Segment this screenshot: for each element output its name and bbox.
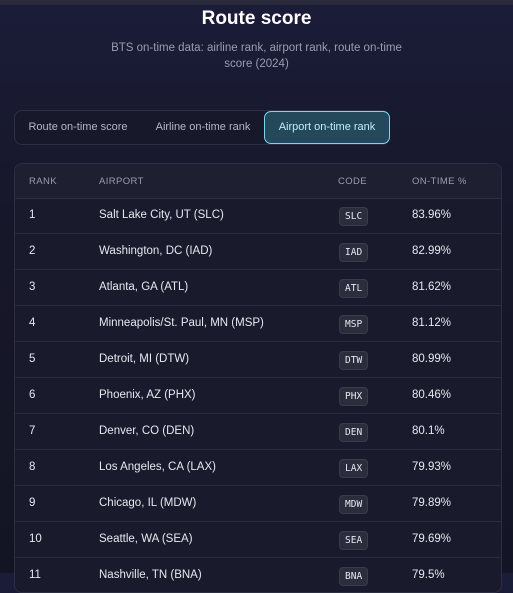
table-row: 5 Detroit, MI (DTW) DTW 80.99% (15, 342, 501, 378)
code-badge: IAD (339, 243, 369, 262)
table-row: 9 Chicago, IL (MDW) MDW 79.89% (15, 486, 501, 522)
code-badge: SEA (339, 531, 369, 550)
airport-name: Salt Lake City, UT (SLC) (99, 209, 224, 221)
table-row: 10 Seattle, WA (SEA) SEA 79.69% (15, 522, 501, 558)
airport-name: Minneapolis/St. Paul, MN (MSP) (99, 317, 264, 329)
rank: 5 (29, 353, 36, 365)
top-bar (0, 0, 513, 5)
table-row: 6 Phoenix, AZ (PHX) PHX 80.46% (15, 378, 501, 414)
column-header: AIRPORT (99, 176, 144, 187)
on-time-pct: 80.1% (412, 425, 445, 437)
on-time-pct: 81.62% (412, 281, 452, 293)
column-header: ON-TIME % (412, 176, 467, 187)
code-badge: DTW (339, 351, 369, 370)
on-time-pct: 80.99% (412, 353, 452, 365)
table-row: 3 Atlanta, GA (ATL) ATL 81.62% (15, 270, 501, 306)
rank: 6 (29, 389, 36, 401)
table-row: 7 Denver, CO (DEN) DEN 80.1% (15, 414, 501, 450)
airport-name: Denver, CO (DEN) (99, 425, 195, 437)
code-badge: PHX (339, 387, 369, 406)
table-row: 2 Washington, DC (IAD) IAD 82.99% (15, 234, 501, 270)
code-badge: SLC (339, 207, 369, 226)
code-badge: BNA (339, 567, 369, 586)
airport-name: Los Angeles, CA (LAX) (99, 461, 216, 473)
table-row: 8 Los Angeles, CA (LAX) LAX 79.93% (15, 450, 501, 486)
tab[interactable]: Airline on-time rank (155, 121, 251, 133)
on-time-pct: 81.12% (412, 317, 452, 329)
table-row: 4 Minneapolis/St. Paul, MN (MSP) MSP 81.12% (15, 306, 501, 342)
column-header: CODE (338, 176, 368, 187)
rank: 4 (29, 317, 36, 329)
airport-name: Seattle, WA (SEA) (99, 533, 193, 545)
code-badge: ATL (339, 279, 369, 298)
code-badge: MSP (339, 315, 369, 334)
column-header: RANK (29, 176, 57, 187)
code-badge: DEN (339, 423, 369, 442)
code-badge: LAX (339, 459, 369, 478)
on-time-pct: 79.89% (412, 497, 452, 509)
on-time-pct: 79.93% (412, 461, 452, 473)
rank: 7 (29, 425, 36, 437)
rank: 11 (29, 569, 41, 581)
on-time-pct: 79.69% (412, 533, 452, 545)
rank: 3 (29, 281, 36, 293)
code-badge: MDW (339, 495, 369, 514)
table: RANK AIRPORT CODE ON-TIME % 1 Salt Lake City… (14, 163, 502, 593)
rank: 1 (29, 209, 36, 221)
airport-name: Detroit, MI (DTW) (99, 353, 190, 365)
on-time-pct: 79.5% (412, 569, 445, 581)
rank: 8 (29, 461, 36, 473)
tab[interactable]: Route on-time score (28, 121, 128, 133)
on-time-pct: 82.99% (412, 245, 452, 257)
subtitle: BTS on-time data: airline rank, airport … (111, 42, 402, 70)
airport-name: Nashville, TN (BNA) (99, 569, 202, 581)
rank: 10 (29, 533, 42, 545)
rank: 2 (29, 245, 36, 257)
airport-name: Washington, DC (IAD) (99, 245, 213, 257)
tab[interactable]: Airport on-time rank (264, 111, 390, 144)
rank: 9 (29, 497, 36, 509)
tab-bar: Route on-time score Airline on-time rank A… (14, 110, 390, 145)
table-row: 11 Nashville, TN (BNA) BNA 79.5% (15, 558, 501, 592)
table-header: RANK AIRPORT CODE ON-TIME % (15, 164, 501, 199)
on-time-pct: 83.96% (412, 209, 452, 221)
airport-name: Chicago, IL (MDW) (99, 497, 197, 509)
airport-name: Phoenix, AZ (PHX) (99, 389, 196, 401)
table-row: 1 Salt Lake City, UT (SLC) SLC 83.96% (15, 198, 501, 234)
title: Route score (201, 8, 312, 29)
airport-name: Atlanta, GA (ATL) (99, 281, 189, 293)
on-time-pct: 80.46% (412, 389, 452, 401)
